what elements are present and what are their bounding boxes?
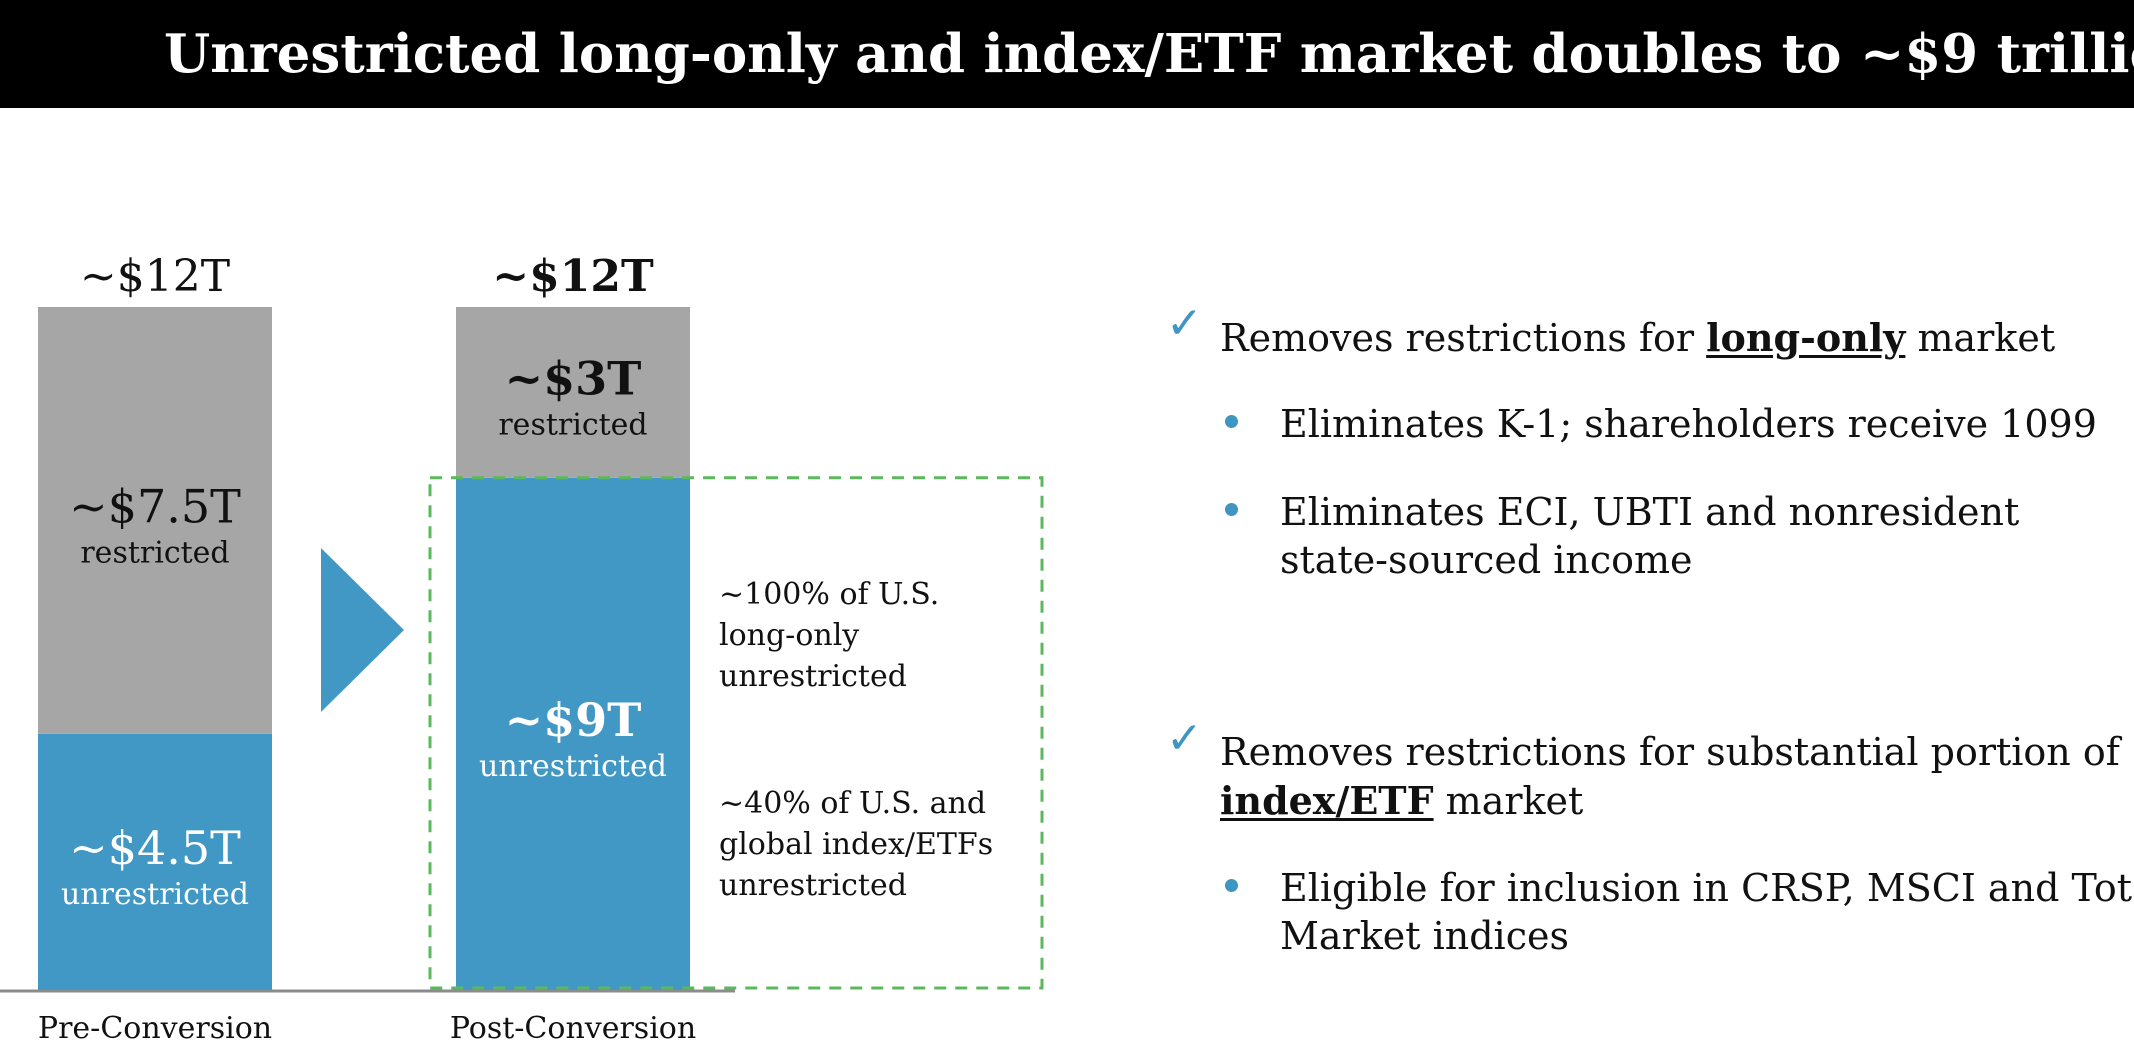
data-label-unrestricted-value: ~$9T — [505, 693, 642, 747]
title-bar: Unrestricted long-only and index/ETF mar… — [0, 0, 2134, 108]
bar-total-label: ~$12T — [492, 251, 654, 302]
bullet-emphasis: long-only — [1706, 315, 1906, 360]
bullet-dot-icon — [1225, 879, 1238, 892]
annotation-text: global index/ETFs — [719, 827, 993, 862]
bullet-text: market — [1905, 316, 2056, 360]
transition-arrow-icon — [321, 548, 404, 712]
stacked-bar-chart: ~$7.5Trestricted~$4.5Tunrestricted~$12TP… — [0, 251, 1044, 1046]
bullet-item-index-etf-line1: Removes restrictions for substantial por… — [1220, 730, 2120, 774]
data-label-restricted-name: restricted — [498, 407, 647, 442]
sub-bullet-eci-line2: state-sourced income — [1280, 538, 1693, 582]
annotation-text: long-only — [719, 618, 859, 653]
data-label-restricted-value: ~$3T — [505, 351, 642, 405]
x-tick-label: Post-Conversion — [450, 1011, 696, 1046]
annotation-text: unrestricted — [719, 868, 907, 903]
bullet-dot-icon — [1225, 503, 1238, 516]
bullet-emphasis: index/ETF — [1220, 778, 1434, 823]
annotation-text: ~100% of U.S. — [719, 577, 939, 612]
data-label-unrestricted-value: ~$4.5T — [69, 821, 241, 875]
sub-bullet-eci-line1: Eliminates ECI, UBTI and nonresident — [1280, 490, 2020, 534]
data-label-unrestricted-name: unrestricted — [479, 749, 667, 784]
sub-bullet-k1: Eliminates K-1; shareholders receive 109… — [1280, 402, 2097, 446]
data-label-unrestricted-name: unrestricted — [61, 877, 249, 912]
bar-total-label: ~$12T — [80, 251, 230, 302]
page-title: Unrestricted long-only and index/ETF mar… — [164, 23, 2134, 85]
checkmark-icon: ✓ — [1166, 298, 1203, 349]
sub-bullet-indices-line1: Eligible for inclusion in CRSP, MSCI and… — [1280, 866, 2134, 910]
sub-bullet-indices-line2: Market indices — [1280, 914, 1569, 958]
bar-segment-unrestricted — [38, 733, 272, 990]
data-label-restricted-value: ~$7.5T — [69, 479, 241, 533]
bullet-text: Removes restrictions for — [1220, 316, 1707, 360]
bar-segment-unrestricted — [456, 477, 690, 990]
bullet-item-long-only: Removes restrictions for long-only marke… — [1220, 315, 2055, 360]
data-label-restricted-name: restricted — [80, 535, 229, 570]
highlight-box — [428, 476, 1044, 990]
bullet-text: market — [1433, 779, 1584, 823]
annotation-text: ~40% of U.S. and — [719, 786, 986, 821]
bar-segment-restricted — [38, 307, 272, 734]
bar-segment-restricted — [456, 307, 690, 478]
x-tick-label: Pre-Conversion — [38, 1011, 272, 1046]
bullet-dot-icon — [1225, 415, 1238, 428]
annotation-text: unrestricted — [719, 659, 907, 694]
bullet-item-index-etf-line2: index/ETF market — [1220, 778, 1583, 823]
checkmark-icon: ✓ — [1166, 713, 1203, 764]
